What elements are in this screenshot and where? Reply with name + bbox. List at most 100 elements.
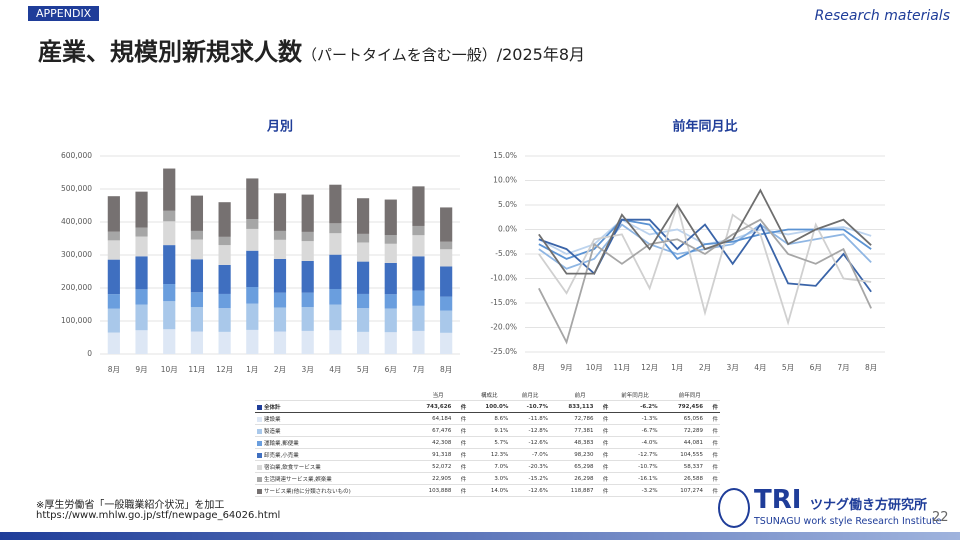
table-row: 宿泊業,飲食サービス業 52,072 件 7.0% -20.3% 65,298 件 -10.7…: [255, 460, 720, 473]
title: 産業、規模別新規求人数: [38, 38, 302, 66]
y-tick-label: -10.0%: [490, 274, 517, 283]
table-row: 製造業 67,476 件 9.1% -12.8% 77,381 件 -6.7% 72,289 件: [255, 424, 720, 437]
table-cell: 件: [705, 484, 720, 497]
table-cell-text: 件: [460, 488, 467, 495]
table-cell: 件: [595, 448, 611, 461]
table-cell-text: 14.0%: [490, 487, 509, 494]
bar-segment: [135, 191, 148, 228]
bar-segment: [440, 249, 453, 267]
table-cell: 14.0%: [468, 484, 511, 497]
table-cell-text: 件: [712, 440, 718, 447]
table-cell: 全体計: [255, 400, 408, 413]
table-row: サービス業(他に分類されないもの) 103,888 件 14.0% -12.6% 118,…: [255, 484, 720, 497]
table-cell: 9.1%: [468, 424, 511, 437]
table-cell-text: 件: [460, 476, 467, 483]
bar-segment: [218, 236, 231, 246]
y-tick-label: 10.0%: [493, 176, 517, 185]
bar-segment: [329, 288, 342, 305]
charts: 月別 0 100,000 200,000 300,000 400,000 500,000 60…: [61, 119, 885, 374]
bar-segment: [218, 331, 231, 354]
bar-segment: [246, 228, 259, 251]
bar-segment: [107, 240, 120, 260]
x-tick-label: 7月: [412, 365, 424, 374]
bar-segment: [273, 258, 287, 293]
x-tick-label: 7月: [837, 363, 849, 372]
table-cell-text: 64,184: [432, 415, 452, 422]
x-tick-label: 10月: [161, 365, 178, 374]
x-tick-label: 6月: [385, 365, 397, 374]
table-cell: -20.3%: [510, 460, 551, 473]
bar-segment: [163, 329, 176, 354]
y-tick-label: 100,000: [61, 316, 92, 325]
bar-segment: [135, 236, 148, 257]
y-tick-label: 500,000: [61, 184, 92, 193]
table-cell: 67,476: [407, 424, 454, 437]
table-cell-text: 件: [712, 488, 718, 495]
table-cell-text: 件: [460, 440, 467, 447]
table-cell: 12.3%: [468, 448, 511, 461]
table-cell-text: 42,308: [432, 439, 452, 446]
table-cell: 製造業: [255, 424, 408, 437]
y-tick-label: 0: [87, 349, 92, 358]
table-cell: 件: [453, 484, 469, 497]
line-series: [538, 201, 872, 326]
table-cell: 件: [453, 448, 469, 461]
bar-segment: [273, 193, 287, 231]
table-cell: 72,289: [659, 424, 706, 437]
bar-segment: [190, 292, 204, 308]
tag: APPENDIX: [28, 6, 100, 21]
table-cell-text: サービス業(他に分類されないもの): [264, 488, 351, 495]
source: ※厚生労働省「一般職業紹介状況」を加工: [36, 500, 225, 511]
y-tick-label: 300,000: [61, 250, 92, 259]
table-cell: 運輸業,郵便業: [255, 436, 408, 449]
table-header-cell: [255, 389, 408, 401]
source-url: https://www.mhlw.go.jp/stf/newpage_64026…: [36, 510, 281, 521]
y-tick-label: -25.0%: [490, 347, 517, 356]
bar-segment: [301, 241, 314, 261]
row-marker: [257, 428, 262, 434]
table-cell: -12.6%: [510, 484, 551, 497]
row-marker: [257, 476, 262, 482]
table-cell: -12.8%: [510, 424, 551, 437]
table-header-cell: 構成比: [468, 389, 511, 401]
table-cell-text: 9.1%: [494, 427, 509, 434]
table-cell: 件: [453, 424, 469, 437]
table-cell: 44,081: [659, 436, 706, 449]
table-cell-text: 5.7%: [494, 439, 509, 446]
bar-segment: [246, 219, 259, 229]
bar-segment: [440, 241, 453, 250]
row-marker: [257, 488, 262, 494]
bar-segment: [440, 207, 453, 242]
table-cell-text: 65,056: [683, 415, 704, 422]
table-header-cell: 前年同月比: [610, 389, 660, 401]
table-cell: -16.1%: [610, 472, 660, 485]
table-cell: 建設業: [255, 412, 408, 425]
table-cell-text: 26,588: [683, 475, 704, 482]
x-tick-label: 6月: [810, 363, 822, 372]
table-cell-text: -10.7%: [638, 463, 658, 470]
x-tick-label: 12月: [216, 365, 233, 374]
table-cell-text: 件: [712, 476, 718, 483]
table-cell: 100.0%: [468, 400, 511, 413]
table-cell-text: 65,298: [574, 463, 594, 470]
data-table: 当月 構成比 前月比 前月 前年同月比 前年同月 全体計 743,626 件 100.0% -10.…: [255, 389, 720, 497]
bar-segment: [163, 168, 176, 211]
table-cell-text: 3.0%: [494, 475, 509, 482]
table-cell-text: -12.7%: [638, 451, 658, 458]
table-cell: -11.8%: [510, 412, 551, 425]
table-cell: 26,588: [659, 472, 706, 485]
table-cell-text: 8.6%: [494, 415, 509, 422]
x-tick-label: 3月: [727, 363, 739, 372]
table-row: 卸売業,小売業 91,318 件 12.3% -7.0% 98,230 件 -12.7% 104…: [255, 448, 720, 461]
bar-segment: [190, 195, 204, 231]
bar-segment: [329, 330, 342, 354]
x-tick-label: 8月: [533, 363, 545, 372]
bar-segment: [190, 239, 204, 260]
row-marker: [257, 404, 262, 410]
bar-segment: [384, 308, 397, 333]
table-cell: 118,887: [550, 484, 596, 497]
table-cell-text: -20.3%: [528, 463, 549, 470]
table-cell-text: 103,888: [428, 487, 452, 494]
table-cell: 77,381: [550, 424, 596, 437]
table-cell: 103,888: [407, 484, 454, 497]
